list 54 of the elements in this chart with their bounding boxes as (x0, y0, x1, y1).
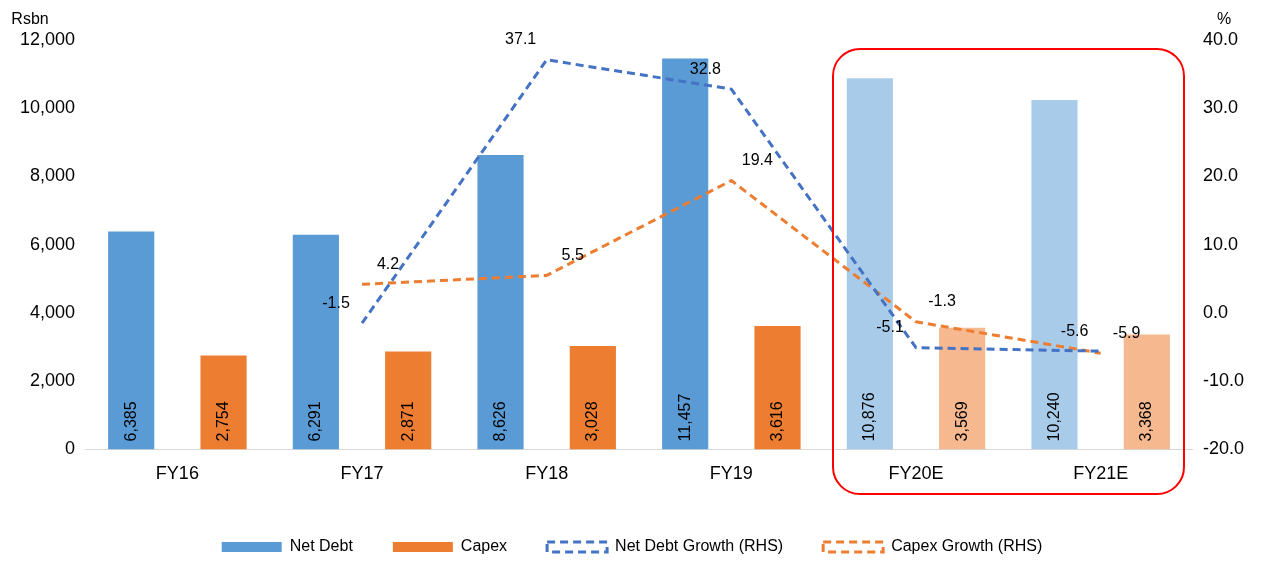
bar (939, 327, 986, 450)
data-label: 11,457 (675, 393, 693, 442)
x-tick-label: FY21E (1073, 463, 1129, 484)
bar (569, 346, 616, 450)
bar (200, 355, 247, 450)
legend-label: Capex Growth (RHS) (891, 537, 1043, 555)
data-label: 5.5 (561, 245, 584, 263)
y-tick-label: 2,000 (30, 370, 76, 391)
data-label: 6,291 (306, 401, 324, 442)
y2-tick-label: 20.0 (1202, 165, 1239, 186)
y-tick-label: 12,000 (19, 28, 76, 49)
y2-axis-title: % (1216, 10, 1232, 28)
y2-tick-label: 10.0 (1202, 233, 1239, 254)
x-tick-label: FY16 (155, 463, 199, 484)
data-label: 2,871 (398, 401, 416, 442)
legend-label: Net Debt Growth (RHS) (615, 537, 784, 555)
y-tick-label: 10,000 (19, 97, 76, 118)
data-label: 4.2 (376, 254, 400, 272)
bar (108, 231, 155, 450)
y2-tick-label: -20.0 (1202, 438, 1244, 459)
data-label: 10,240 (1044, 392, 1062, 442)
data-label: 3,569 (952, 401, 970, 442)
x-tick-label: FY18 (525, 463, 569, 484)
bar (385, 351, 432, 450)
data-label: 8,626 (490, 401, 508, 442)
data-label: -1.3 (928, 292, 956, 310)
data-label: 19.4 (741, 150, 774, 168)
bar (754, 326, 801, 450)
bar (477, 155, 524, 450)
data-label: 37.1 (505, 30, 537, 48)
line-series (360, 179, 1103, 355)
data-label: -5.9 (1112, 323, 1141, 341)
x-tick-label: FY19 (709, 463, 753, 484)
x-tick-label: FY20E (888, 463, 944, 484)
legend-label: Net Debt (289, 537, 354, 555)
y2-tick-label: 0.0 (1202, 301, 1228, 322)
x-tick-label: FY17 (340, 463, 384, 484)
data-label: 6,385 (121, 401, 139, 442)
y-tick-label: 8,000 (30, 165, 76, 186)
data-label: -5.6 (1060, 321, 1089, 339)
data-label: 3,028 (583, 401, 601, 442)
data-label: 10,876 (860, 392, 878, 442)
y-tick-label: 6,000 (30, 233, 76, 254)
y2-tick-label: -10.0 (1202, 370, 1244, 391)
data-label: -5.1 (876, 318, 904, 336)
y-tick-label: 4,000 (30, 301, 76, 322)
y2-tick-label: 40.0 (1202, 28, 1239, 49)
data-label: 2,754 (213, 401, 231, 442)
y-axis-title: Rsbn (11, 10, 49, 28)
y-tick-label: 0 (65, 438, 76, 459)
y2-tick-label: 30.0 (1202, 97, 1239, 118)
data-label: 3,616 (767, 401, 785, 442)
legend-label: Capex (460, 537, 508, 555)
data-label: 3,368 (1137, 401, 1155, 442)
